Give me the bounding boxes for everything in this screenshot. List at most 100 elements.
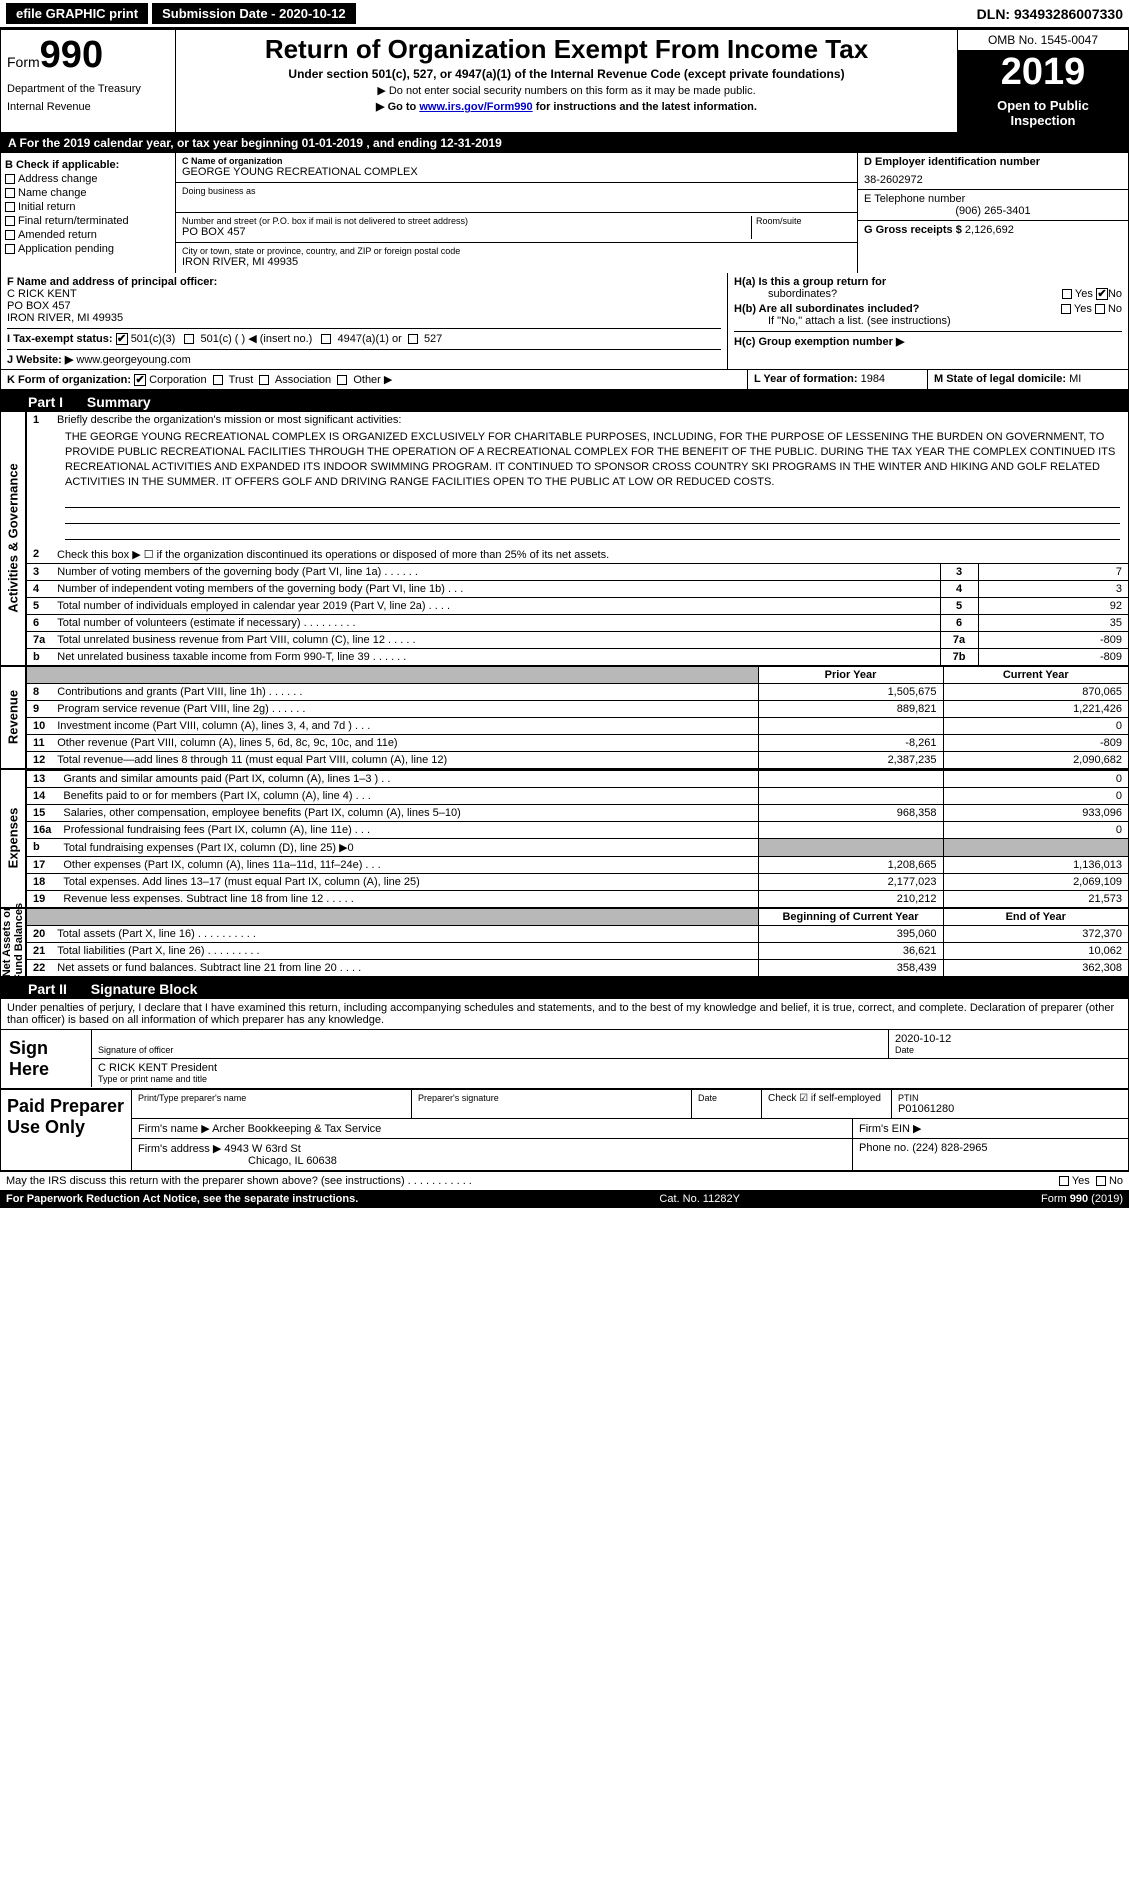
no-1: No [1108, 288, 1122, 300]
chk-initial[interactable] [5, 202, 15, 212]
officer-city: IRON RIVER, MI 49935 [7, 312, 721, 324]
section-deg: D Employer identification number 38-2602… [858, 153, 1128, 273]
room-label: Room/suite [756, 216, 851, 226]
discuss: May the IRS discuss this return with the… [6, 1175, 472, 1187]
f-label: F Name and address of principal officer: [7, 276, 721, 288]
cat-no: Cat. No. 11282Y [659, 1193, 740, 1205]
yes-1: Yes [1075, 288, 1093, 300]
table-row: bNet unrelated business taxable income f… [27, 648, 1128, 665]
b-item-0: Address change [18, 173, 98, 185]
form-title: Return of Organization Exempt From Incom… [184, 34, 949, 65]
k-opt-0: Corporation [149, 374, 206, 386]
c-name-label: C Name of organization [182, 156, 851, 166]
paperwork: For Paperwork Reduction Act Notice, see … [6, 1193, 358, 1205]
prep-sig-label: Preparer's signature [418, 1093, 685, 1103]
ha-no[interactable]: ✔ [1096, 288, 1108, 300]
line2: Check this box ▶ ☐ if the organization d… [57, 548, 1122, 561]
dept: Department of the Treasury [7, 83, 169, 95]
officer-addr: PO BOX 457 [7, 300, 721, 312]
part1-title: Summary [87, 394, 151, 410]
tax-year-bar: A For the 2019 calendar year, or tax yea… [0, 133, 1129, 153]
submission-btn[interactable]: Submission Date - 2020-10-12 [152, 3, 356, 24]
discuss-no[interactable] [1096, 1176, 1106, 1186]
state-domicile: MI [1069, 373, 1081, 385]
table-row: 5Total number of individuals employed in… [27, 597, 1128, 614]
hc-label: H(c) Group exemption number ▶ [734, 336, 904, 348]
org-addr: PO BOX 457 [182, 226, 751, 238]
hb-label: H(b) Are all subordinates included? [734, 303, 919, 315]
e-label: E Telephone number [864, 193, 1122, 205]
open1: Open to Public [997, 98, 1089, 113]
table-row: 4Number of independent voting members of… [27, 580, 1128, 597]
side-net: Net Assets orFund Balances [1, 903, 25, 981]
hb-no[interactable] [1095, 304, 1105, 314]
org-name: GEORGE YOUNG RECREATIONAL COMPLEX [182, 166, 851, 178]
paid-title: Paid Preparer Use Only [1, 1090, 131, 1170]
table-row: 9Program service revenue (Part VIII, lin… [27, 700, 1128, 717]
discuss-yes[interactable] [1059, 1176, 1069, 1186]
sign-here: Sign Here [1, 1030, 91, 1088]
chk-assoc[interactable] [259, 375, 269, 385]
m-label: M State of legal domicile: [934, 373, 1066, 385]
i-opt-0: 501(c)(3) [131, 333, 176, 345]
k-opt-2: Association [275, 374, 331, 386]
end-hdr: End of Year [943, 909, 1128, 926]
ha2: subordinates? [768, 288, 837, 300]
no-3: No [1109, 1175, 1123, 1187]
omb: OMB No. 1545-0047 [958, 30, 1128, 51]
officer-typed-name: C RICK KENT President [98, 1062, 1122, 1074]
prior-hdr: Prior Year [758, 667, 943, 684]
chk-501c[interactable] [184, 334, 194, 344]
instr1: ▶ Do not enter social security numbers o… [184, 84, 949, 97]
chk-527[interactable] [408, 334, 418, 344]
side-activities: Activities & Governance [6, 464, 21, 614]
ha-label: H(a) Is this a group return for [734, 276, 886, 288]
b-item-4: Amended return [18, 229, 97, 241]
table-row: 15Salaries, other compensation, employee… [27, 804, 1128, 821]
ein: 38-2602972 [864, 174, 1122, 186]
efile-btn[interactable]: efile GRAPHIC print [6, 3, 148, 24]
website: www.georgeyoung.com [76, 354, 190, 366]
chk-corp[interactable]: ✔ [134, 374, 146, 386]
form-header: Form990 Department of the Treasury Inter… [0, 29, 1129, 133]
chk-trust[interactable] [213, 375, 223, 385]
chk-amended[interactable] [5, 230, 15, 240]
activities-section: Activities & Governance 1 Briefly descri… [0, 412, 1129, 666]
top-bar: efile GRAPHIC print Submission Date - 20… [0, 0, 1129, 29]
ha-yes[interactable] [1062, 289, 1072, 299]
dln-text: DLN: 93493286007330 [977, 6, 1123, 22]
hb-yes[interactable] [1061, 304, 1071, 314]
chk-final[interactable] [5, 216, 15, 226]
instr2-link[interactable]: www.irs.gov/Form990 [419, 101, 532, 113]
firm-phone: (224) 828-2965 [912, 1142, 987, 1154]
table-row: 19Revenue less expenses. Subtract line 1… [27, 890, 1128, 907]
mission-text: THE GEORGE YOUNG RECREATIONAL COMPLEX IS… [27, 428, 1128, 491]
yes-2: Yes [1074, 303, 1092, 315]
chk-4947[interactable] [321, 334, 331, 344]
section-c: C Name of organization GEORGE YOUNG RECR… [176, 153, 858, 273]
form-prefix: Form [7, 54, 40, 70]
form-num: 990 [40, 34, 103, 76]
chk-address[interactable] [5, 174, 15, 184]
revenue-section: Revenue Prior Year Current Year 8Contrib… [0, 667, 1129, 770]
chk-app[interactable] [5, 244, 15, 254]
addr-label: Number and street (or P.O. box if mail i… [182, 216, 751, 226]
j-label: J Website: ▶ [7, 354, 73, 366]
hb-note: If "No," attach a list. (see instruction… [768, 315, 1122, 327]
table-row: 21Total liabilities (Part X, line 26) . … [27, 942, 1128, 959]
expenses-section: Expenses 13Grants and similar amounts pa… [0, 770, 1129, 909]
chk-501c3[interactable]: ✔ [116, 333, 128, 345]
table-row: 7aTotal unrelated business revenue from … [27, 631, 1128, 648]
instr2-post: for instructions and the latest informat… [533, 101, 757, 113]
chk-other[interactable] [337, 375, 347, 385]
table-row: bTotal fundraising expenses (Part IX, co… [27, 838, 1128, 856]
part1-num: Part I [28, 394, 63, 410]
part2-header: Part II Signature Block [0, 979, 1129, 999]
b-title: B Check if applicable: [5, 159, 171, 171]
sig-date-label: Date [895, 1045, 1122, 1055]
chk-name[interactable] [5, 188, 15, 198]
firm-name: Archer Bookkeeping & Tax Service [212, 1123, 381, 1135]
table-row: 11Other revenue (Part VIII, column (A), … [27, 734, 1128, 751]
blank-3 [65, 526, 1120, 540]
table-row: 8Contributions and grants (Part VIII, li… [27, 683, 1128, 700]
